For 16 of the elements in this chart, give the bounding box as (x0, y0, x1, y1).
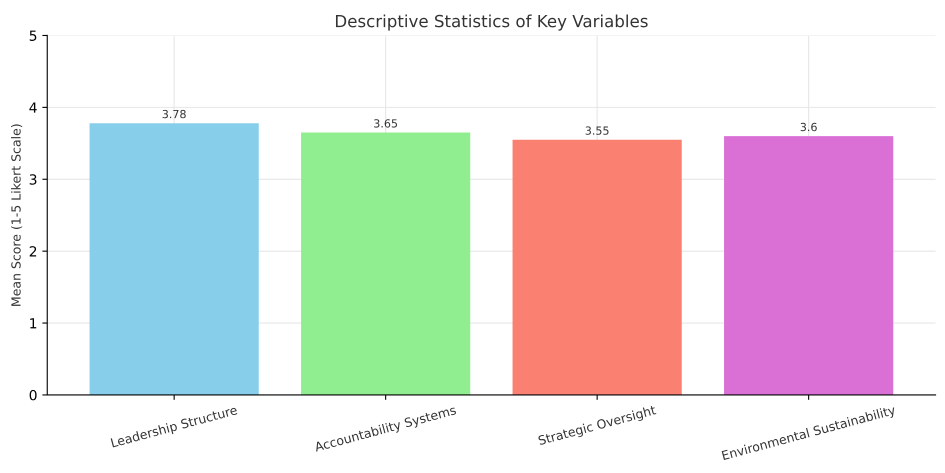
data-label: 3.65 (374, 119, 398, 128)
y-axis-title: Mean Score (1-5 Likert Scale) (11, 124, 22, 306)
bar (512, 140, 682, 395)
y-tick-label: 5 (30, 30, 36, 41)
bar (301, 132, 470, 395)
y-tick-label: 3 (30, 174, 36, 185)
chart-title: Descriptive Statistics of Key Variables (336, 14, 648, 31)
y-tick-label: 4 (29, 102, 37, 113)
bar (90, 123, 259, 395)
data-label: 3.6 (800, 122, 817, 132)
y-tick-label: 1 (30, 318, 36, 328)
bar (724, 136, 894, 395)
data-label: 3.55 (586, 126, 609, 135)
y-tick-label: 2 (30, 246, 36, 256)
y-tick-label: 0 (30, 390, 37, 400)
data-label: 3.78 (162, 110, 186, 118)
